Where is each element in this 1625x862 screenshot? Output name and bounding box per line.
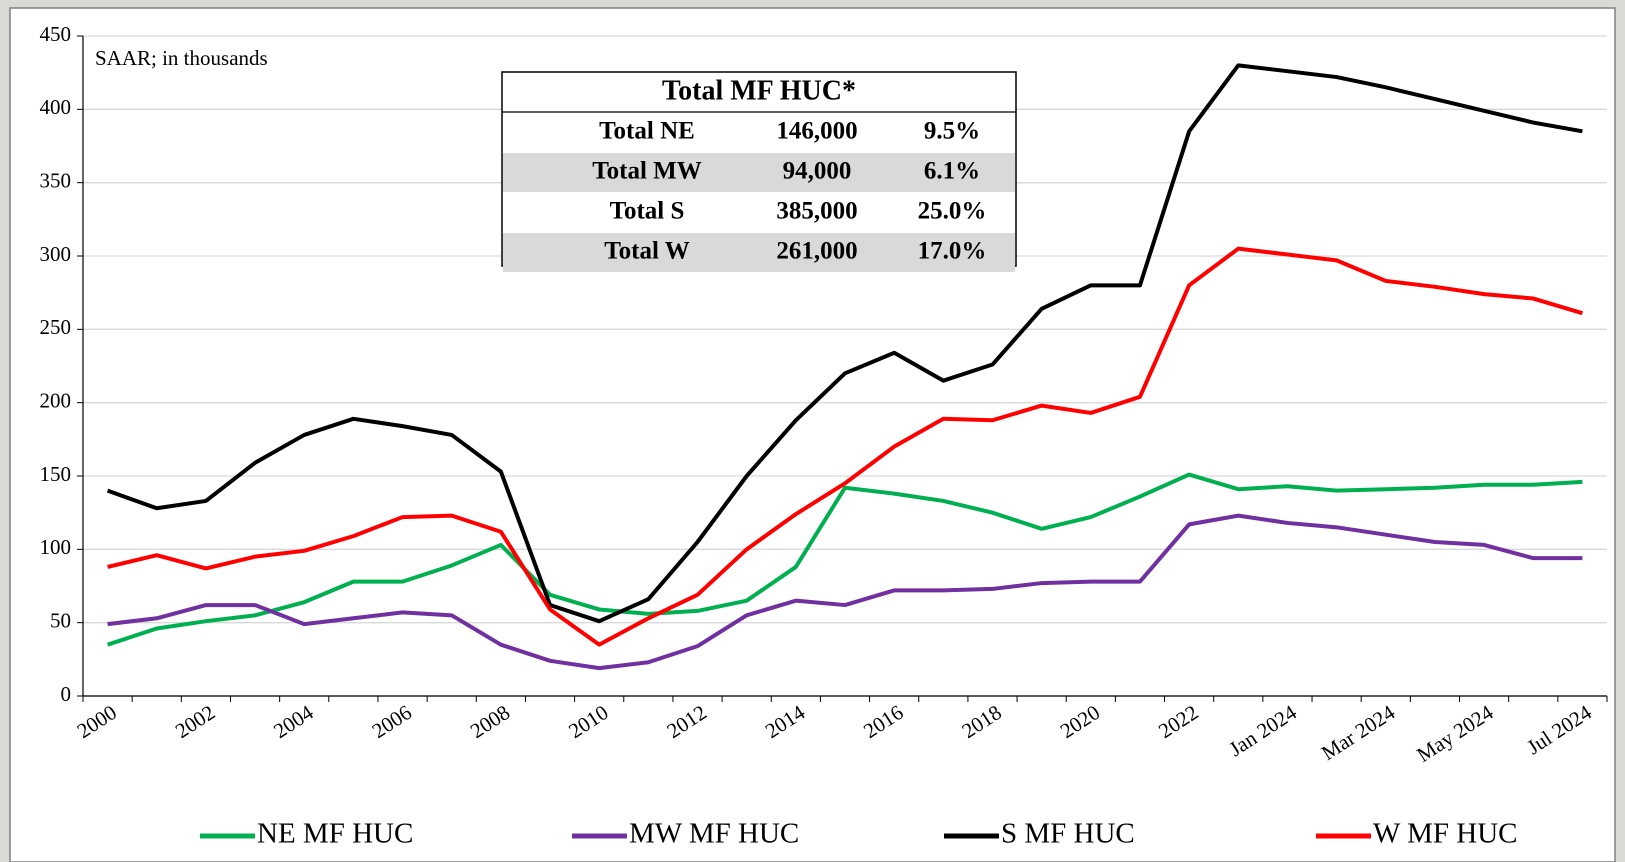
legend-label: MW MF HUC	[629, 818, 799, 850]
table-cell: Total MW	[592, 158, 702, 185]
y-tick-label: 350	[40, 168, 72, 192]
y-tick-label: 200	[40, 388, 72, 412]
table-cell: 94,000	[783, 158, 852, 185]
y-tick-label: 450	[40, 22, 72, 46]
legend-label: NE MF HUC	[257, 818, 413, 850]
y-tick-label: 50	[50, 608, 71, 632]
annotation: SAAR; in thousands	[95, 46, 268, 70]
table-row-bg	[503, 153, 1015, 192]
y-tick-label: 100	[40, 535, 72, 559]
table-cell: Total S	[610, 198, 685, 225]
y-tick-label: 300	[40, 242, 72, 266]
y-tick-label: 0	[61, 682, 72, 706]
table-cell: 6.1%	[924, 158, 980, 185]
y-tick-label: 150	[40, 462, 72, 486]
table-cell: 261,000	[776, 238, 857, 265]
series-line	[107, 513, 1583, 671]
table-cell: Total W	[604, 238, 689, 265]
table-cell: 9.5%	[924, 118, 980, 145]
series-line	[107, 246, 1583, 647]
series-line	[106, 63, 1583, 624]
legend-label: W MF HUC	[1373, 818, 1518, 850]
y-tick-label: 400	[40, 95, 72, 119]
y-tick-label: 250	[40, 315, 72, 339]
table-title: Total MF HUC*	[662, 75, 856, 106]
table-cell: 385,000	[776, 198, 857, 225]
table-cell: 146,000	[776, 118, 857, 145]
table-cell: Total NE	[599, 118, 695, 145]
table-cell: 25.0%	[918, 198, 987, 225]
table-cell: 17.0%	[918, 238, 987, 265]
legend-label: S MF HUC	[1001, 818, 1135, 850]
table-row-bg	[503, 233, 1015, 272]
series-line	[106, 472, 1583, 647]
